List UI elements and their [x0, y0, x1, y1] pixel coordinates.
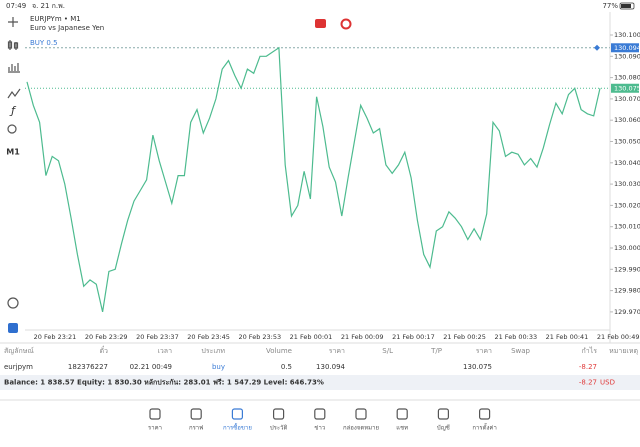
trade-icon[interactable]	[8, 323, 18, 333]
order-marker	[594, 44, 600, 51]
x-tick-label: 21 Feb 00:33	[494, 333, 537, 341]
battery-icon	[619, 2, 635, 10]
position-time[interactable]: 02.21 00:49	[130, 363, 172, 371]
tab-label[interactable]: บัญชี	[437, 424, 450, 432]
y-tick-label: 130.010	[614, 223, 640, 231]
x-tick-label: 20 Feb 23:29	[85, 333, 128, 341]
column-header: หมายเหตุ	[609, 347, 638, 355]
balance-bar	[0, 375, 640, 390]
balance-profit: -8.27	[579, 379, 597, 387]
x-tick-label: 21 Feb 00:17	[392, 333, 435, 341]
x-tick-label: 21 Feb 00:49	[597, 333, 640, 341]
tab-icon[interactable]	[231, 408, 243, 420]
chart-description: Euro vs Japanese Yen	[30, 24, 104, 32]
y-tick-label: 130.040	[614, 159, 640, 167]
tab-icon[interactable]	[273, 408, 285, 420]
tab-icon[interactable]	[190, 408, 202, 420]
tab-icon[interactable]	[396, 408, 408, 420]
column-header: ประเภท	[201, 347, 225, 355]
y-tick-label: 130.020	[614, 201, 640, 209]
speed-icon[interactable]	[7, 297, 19, 309]
y-tick-label: 130.070	[614, 95, 640, 103]
position-volume[interactable]: 0.5	[281, 363, 292, 371]
x-tick-label: 21 Feb 00:01	[290, 333, 333, 341]
tab-icon[interactable]	[314, 408, 326, 420]
candles-icon[interactable]	[7, 40, 19, 50]
tab-label[interactable]: การซื้อขาย	[223, 422, 252, 432]
bars-icon[interactable]	[8, 63, 20, 73]
x-tick-label: 21 Feb 00:09	[341, 333, 384, 341]
column-header: S/L	[382, 347, 393, 355]
tab-label[interactable]: กราฟ	[189, 425, 203, 432]
balance-currency: USD	[600, 379, 615, 387]
chart: 130.100 130.090 130.080 130.070 130.060 130.0…	[25, 31, 640, 341]
tab-label[interactable]: ประวัติ	[270, 425, 288, 432]
x-tick-label: 20 Feb 23:45	[187, 333, 230, 341]
column-header: เวลา	[157, 347, 172, 355]
order-price: 130.094	[614, 44, 640, 52]
x-tick-label: 20 Feb 23:21	[34, 333, 77, 341]
column-header: กำไร	[582, 346, 598, 355]
y-tick-label: 129.980	[614, 287, 640, 295]
x-tick-label: 21 Feb 00:25	[443, 333, 486, 341]
function-icon[interactable]: ƒ	[9, 104, 17, 117]
column-header: สัญลักษณ์	[4, 347, 34, 355]
position-ticket[interactable]: 182376227	[68, 363, 108, 371]
search-icon[interactable]	[7, 124, 17, 134]
y-tick-label: 130.080	[614, 74, 640, 82]
indicator-icon[interactable]	[7, 88, 21, 99]
tab-icon[interactable]	[479, 408, 491, 420]
tab-icon[interactable]	[437, 408, 449, 420]
column-header: ตั๋ว	[100, 346, 109, 355]
y-tick-label: 129.970	[614, 308, 640, 316]
y-tick-label: 130.060	[614, 116, 640, 124]
column-header: Volume	[266, 347, 292, 355]
crosshair-icon[interactable]	[8, 17, 18, 27]
tab-label[interactable]: แชท	[396, 425, 408, 432]
tab-label[interactable]: การตั้งค่า	[472, 422, 496, 432]
tab-icon[interactable]	[355, 408, 367, 420]
column-header: ราคา	[476, 347, 492, 355]
y-tick-label: 130.000	[614, 244, 640, 252]
timeframe[interactable]: M1	[6, 148, 20, 157]
tab-label[interactable]: ข่าว	[314, 425, 325, 432]
position-price-open[interactable]: 130.094	[316, 363, 345, 371]
status-time: 07:49	[6, 2, 26, 10]
battery-level	[621, 4, 631, 8]
balance-text: Balance: 1 838.57 Equity: 1 830.30 หลักป…	[4, 379, 324, 387]
y-tick-label: 130.090	[614, 52, 640, 60]
flag-icon	[315, 19, 326, 28]
chart-symbol: EURJPYm • M1	[30, 15, 81, 23]
position-profit[interactable]: -8.27	[579, 363, 597, 371]
flag-icon	[340, 18, 352, 30]
tab-bar: ราคา กราฟ การซื้อขาย ประวัติ ข่าว กล่องจดหมาย…	[148, 408, 497, 432]
left-toolbar: ƒ M1	[6, 17, 21, 333]
y-tick-label: 130.100	[614, 31, 640, 39]
position-type[interactable]: buy	[212, 363, 225, 371]
bid-price: 130.075	[614, 84, 640, 92]
order-label: BUY 0.5	[30, 39, 58, 47]
tab-label[interactable]: กล่องจดหมาย	[343, 425, 379, 432]
x-tick-label: 21 Feb 00:41	[546, 333, 589, 341]
y-tick-label: 130.050	[614, 138, 640, 146]
x-tick-label: 20 Feb 23:53	[238, 333, 281, 341]
x-tick-label: 20 Feb 23:37	[136, 333, 179, 341]
price-line	[26, 46, 601, 313]
column-header: ราคา	[329, 347, 345, 355]
y-tick-label: 130.030	[614, 180, 640, 188]
tab-label[interactable]: ราคา	[148, 425, 162, 432]
order-price-box	[611, 43, 639, 53]
column-header: Swap	[511, 347, 530, 355]
y-tick-label: 129.990	[614, 265, 640, 273]
position-symbol[interactable]: eurjpym	[4, 363, 33, 371]
status-date: จ. 21 ก.พ.	[32, 2, 65, 10]
tab-icon[interactable]	[149, 408, 161, 420]
bid-price-box	[611, 83, 639, 93]
column-header: T/P	[430, 347, 442, 355]
positions-table: สัญลักษณ์ ตั๋ว เวลา ประเภท Volume ราคา S/L T/P ร…	[4, 346, 638, 371]
position-price-current[interactable]: 130.075	[463, 363, 492, 371]
status-battery: 77%	[602, 2, 618, 10]
